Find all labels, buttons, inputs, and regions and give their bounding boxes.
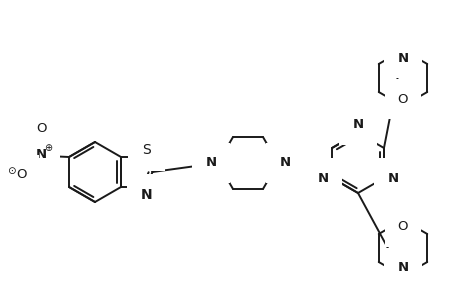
Text: O: O (397, 220, 408, 233)
Text: N: N (279, 157, 290, 169)
Text: O: O (16, 169, 26, 182)
Text: N: N (317, 172, 328, 184)
Text: N: N (35, 148, 46, 161)
Text: O: O (397, 92, 408, 106)
Text: O: O (36, 122, 46, 136)
Text: ⊙: ⊙ (6, 166, 15, 176)
Text: N: N (205, 157, 216, 169)
Text: N: N (386, 172, 397, 184)
Text: ⊕: ⊕ (44, 143, 52, 153)
Text: N: N (352, 118, 363, 131)
Text: N: N (397, 262, 408, 275)
Text: N: N (397, 52, 408, 64)
Text: N: N (140, 188, 152, 202)
Text: S: S (142, 143, 151, 157)
